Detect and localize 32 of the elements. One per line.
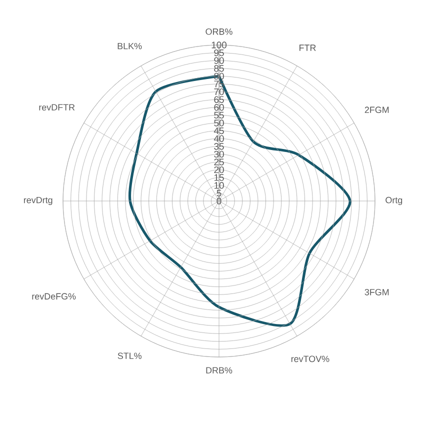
- spoke-label: revDFTR: [39, 104, 75, 111]
- y-tick-label: 55: [214, 112, 224, 118]
- y-tick-label: 0: [216, 198, 222, 204]
- spoke-label: 3FGM: [364, 288, 389, 296]
- y-tick-label: 10: [214, 182, 224, 189]
- y-tick-label: 70: [214, 88, 224, 96]
- y-tick-label: 15: [214, 174, 224, 181]
- spoke-label: FTR: [300, 44, 316, 51]
- spoke-label: STL%: [118, 352, 142, 360]
- y-tick-label: 95: [214, 49, 224, 56]
- spoke-label: BLK%: [118, 42, 142, 50]
- y-tick-label: 40: [214, 135, 224, 142]
- y-tick-label: 50: [214, 120, 224, 126]
- y-tick-label: 45: [214, 127, 224, 134]
- spoke-label: ORB%: [206, 28, 232, 35]
- y-tick-label: 20: [214, 166, 224, 174]
- spoke-label: revDeFG%: [32, 293, 76, 300]
- spoke-label: revDrtg: [24, 196, 52, 206]
- y-tick-label: 80: [214, 72, 224, 80]
- spoke-label: 2FGM: [364, 106, 389, 114]
- spoke-label: DRB%: [206, 367, 232, 374]
- y-tick-label: 65: [214, 96, 224, 103]
- y-tick-label: 25: [214, 158, 224, 166]
- y-tick-label: 30: [214, 150, 224, 158]
- spoke-label: Ortg: [386, 196, 402, 206]
- y-tick-label: 60: [214, 104, 224, 111]
- y-tick-label: 5: [216, 190, 222, 197]
- y-tick-label: 90: [214, 57, 224, 64]
- y-tick-label: 100: [212, 42, 227, 48]
- spoke-label: revTOV%: [291, 356, 330, 362]
- y-tick-label: 35: [214, 143, 224, 150]
- y-tick-label: 85: [214, 65, 224, 72]
